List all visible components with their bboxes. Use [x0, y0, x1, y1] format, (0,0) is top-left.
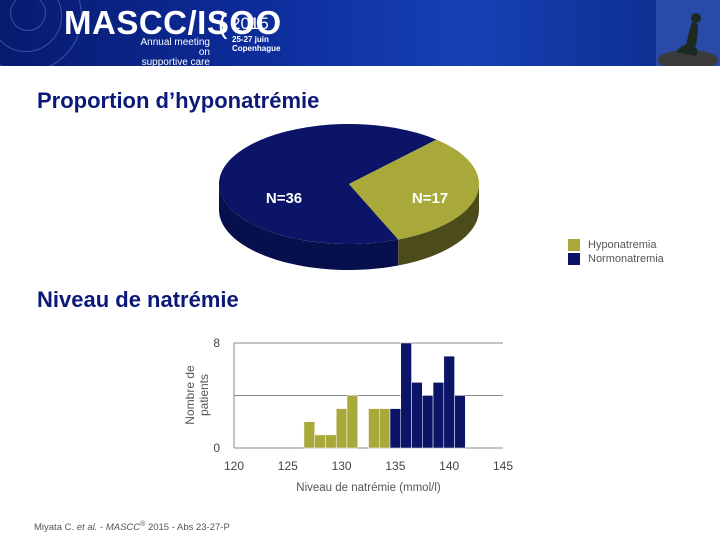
histogram-bar [432, 382, 445, 449]
conference-year: 2015 [231, 14, 269, 33]
y-axis-title-line: patients [197, 374, 211, 416]
x-tick-label: 125 [278, 459, 298, 473]
chart-legend: Hyponatremia Normonatremia [568, 238, 664, 266]
citation-footer: Miyata C. et al. - MASCC® 2015 - Abs 23-… [34, 521, 230, 533]
histogram-bar [346, 395, 358, 449]
citation-separator: - [97, 522, 106, 534]
year-bracket: ( [218, 8, 228, 39]
x-tick-label: 140 [439, 459, 459, 473]
brand-subtitle-line1: Annual meeting on [140, 37, 211, 58]
conference-banner: MASCC/ISOO Annual meeting on supportive … [0, 0, 720, 66]
histogram-bar [411, 382, 423, 449]
legend-swatch [568, 253, 580, 265]
brand-subtitle: Annual meeting on supportive care in can… [138, 37, 211, 67]
histogram-bar [389, 408, 402, 449]
conference-date-range: 25-27 juin [232, 35, 269, 44]
x-tick-label: 135 [385, 459, 405, 473]
pie-slice-hyponatremia [349, 139, 480, 240]
pie-slice-side-hyponatremia [398, 184, 479, 266]
citation-etal: et al. [76, 522, 98, 534]
histogram-bar [454, 395, 466, 449]
banner-decoration-ring [10, 0, 46, 31]
conference-dates: 25-27 juin Copenhague [232, 35, 280, 53]
pie-slice-normonatremia [219, 124, 437, 244]
citation-conference: MASCC [105, 522, 141, 534]
citation-authors: Miyata C. [34, 522, 77, 534]
x-tick-label: 120 [224, 459, 244, 473]
mermaid-statue-image [656, 0, 720, 66]
histogram-chart: 120 125 130 135 140 145 0 8 Niveau de natrémie (… [183, 336, 513, 494]
y-axis-title-line: Nombre de [183, 365, 197, 425]
pie-label-hyponatremia: N=17 [412, 190, 448, 207]
legend-swatch [568, 239, 580, 251]
x-axis-title: Niveau de natrémie (mmol/l) [296, 482, 441, 494]
x-tick-label: 145 [493, 459, 513, 473]
legend-item-hyponatremia: Hyponatremia [568, 238, 664, 252]
histogram-bar [422, 395, 434, 449]
citation-registered-mark: ® [140, 521, 146, 528]
histogram-bar [335, 408, 348, 449]
citation-rest: 2015 - Abs 23-27-P [145, 522, 230, 534]
legend-item-normonatremia: Normonatremia [568, 252, 664, 266]
legend-label: Hyponatremia [588, 239, 657, 251]
histogram-bar [368, 408, 380, 449]
histogram-bar [314, 434, 326, 449]
y-tick-label: 8 [213, 336, 220, 350]
histogram-bar [325, 434, 337, 449]
x-tick-label: 130 [332, 459, 352, 473]
pie-slice-side-normonatremia [219, 184, 399, 270]
y-axis-title: Nombre depatients [183, 365, 211, 425]
y-tick-label: 0 [213, 441, 220, 455]
legend-label: Normonatremia [588, 253, 664, 265]
histogram-bar [303, 421, 315, 449]
conference-city: Copenhague [232, 44, 281, 53]
histogram-bar [379, 408, 391, 449]
section-title-proportion: Proportion d’hyponatrémie [37, 88, 320, 113]
histogram-bar [400, 342, 412, 449]
pie-chart: N=36 N=17 [219, 124, 480, 270]
section-title-natremia-level: Niveau de natrémie [37, 287, 239, 312]
histogram-bar [443, 355, 455, 449]
pie-label-normonatremia: N=36 [266, 190, 302, 207]
brand-logo-text: MASCC/ISOO [64, 4, 282, 41]
brand-subtitle-line2: supportive care in cancer [141, 57, 210, 67]
